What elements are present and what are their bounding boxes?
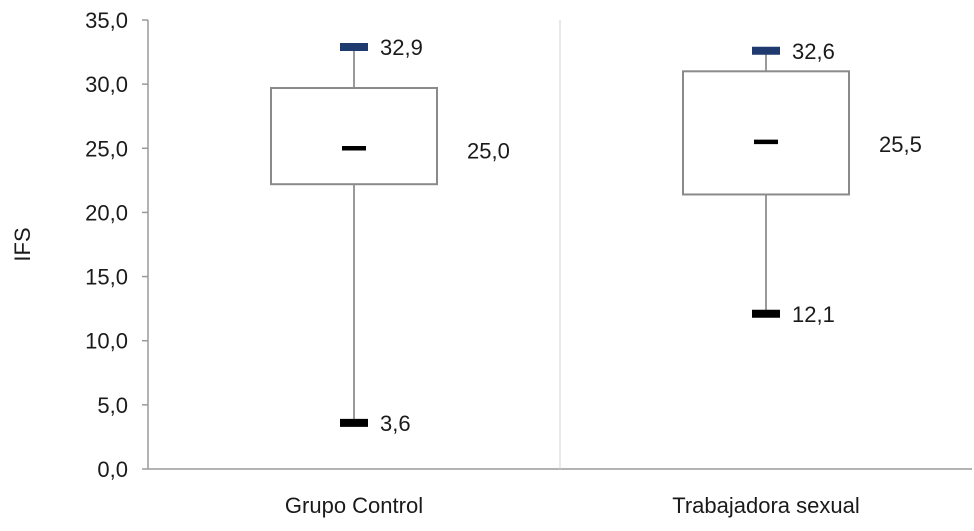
- y-tick-label: 5,0: [97, 393, 128, 418]
- y-tick-label: 20,0: [85, 200, 128, 225]
- max-value-label: 32,9: [380, 35, 423, 60]
- box-iqr: [682, 70, 850, 196]
- box-iqr: [270, 86, 438, 186]
- max-value-label: 32,6: [792, 39, 835, 64]
- median-value-label: 25,5: [879, 132, 922, 157]
- y-tick-label: 35,0: [85, 8, 128, 33]
- labels-layer: 0,0 5,0 10,0 15,0 20,0 25,0 30,0 35,0 IFS Grupo C…: [10, 8, 922, 518]
- y-tick-label: 0,0: [97, 457, 128, 482]
- y-axis-title: IFS: [10, 227, 35, 261]
- x-category-label: Trabajadora sexual: [672, 493, 860, 518]
- median-value-label: 25,0: [467, 138, 510, 163]
- boxes-layer: [270, 42, 850, 427]
- y-tick-label: 10,0: [85, 329, 128, 354]
- axes-layer: [142, 19, 972, 470]
- y-tick-label: 25,0: [85, 136, 128, 161]
- min-value-label: 12,1: [792, 302, 835, 327]
- y-tick-label: 30,0: [85, 72, 128, 97]
- min-value-label: 3,6: [380, 411, 411, 436]
- x-category-label: Grupo Control: [285, 493, 423, 518]
- y-tick-label: 15,0: [85, 265, 128, 290]
